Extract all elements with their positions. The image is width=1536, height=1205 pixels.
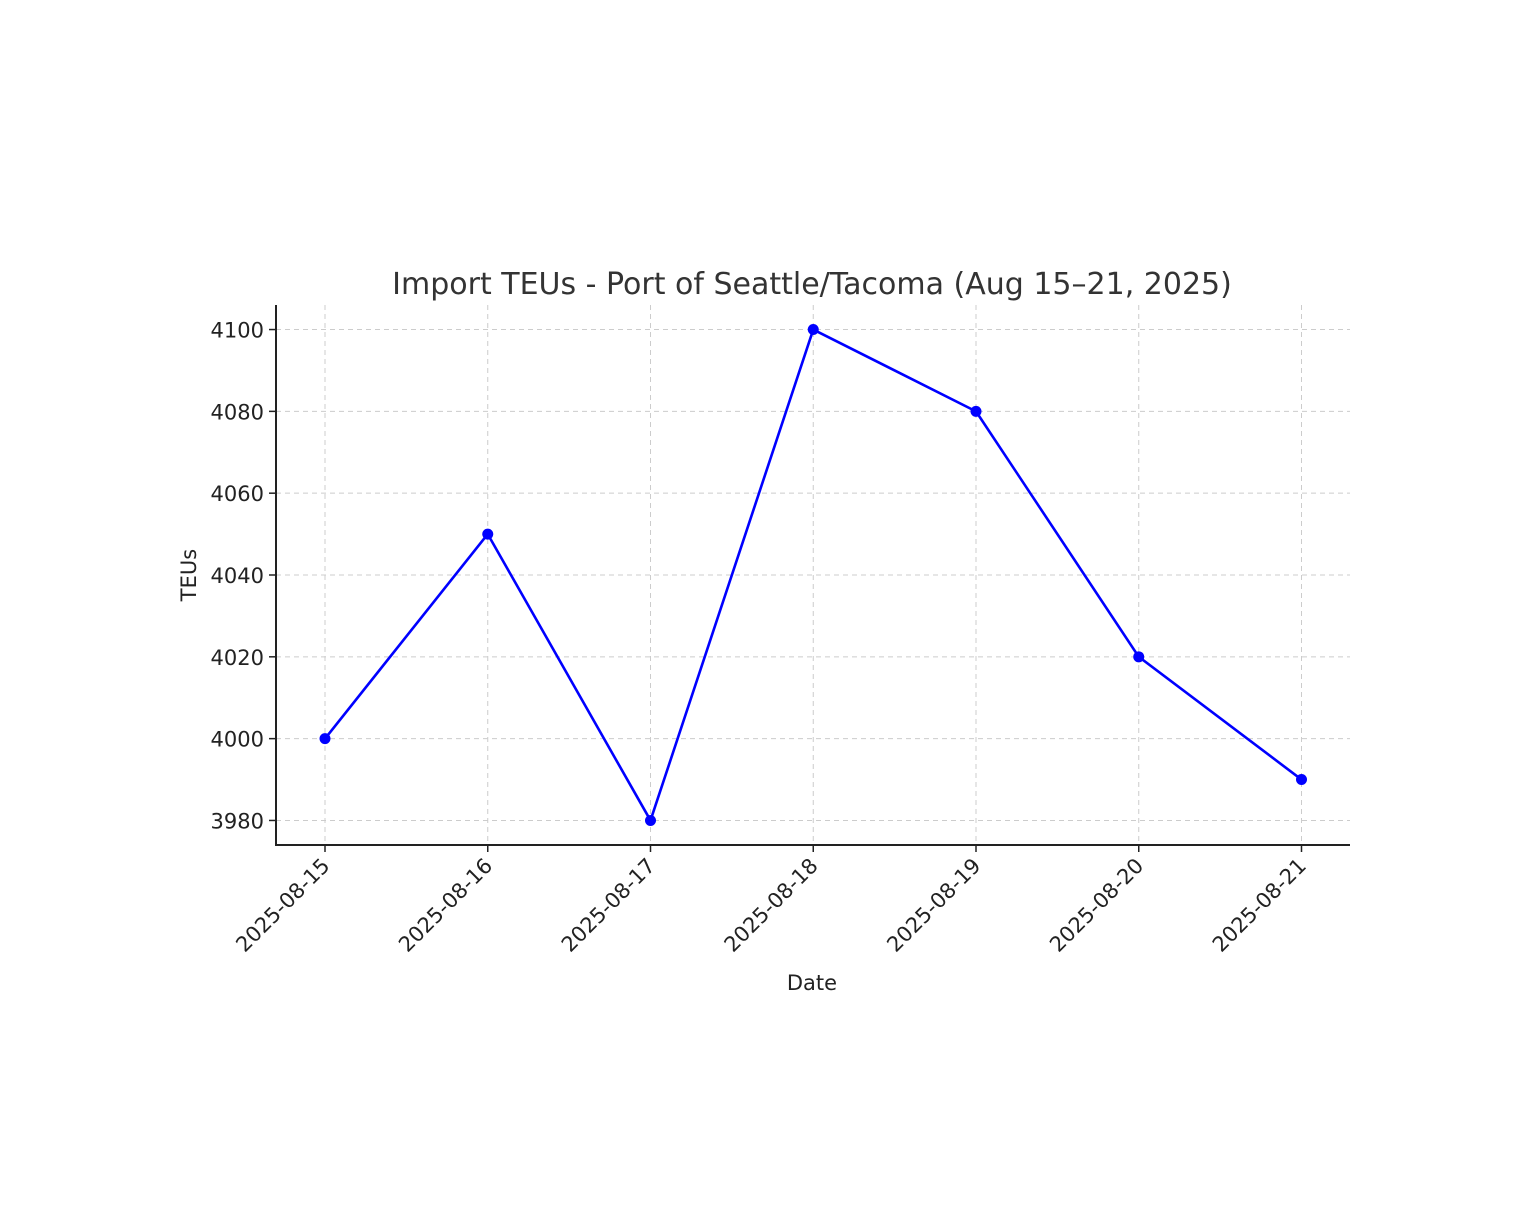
y-tick-label-1: 4000 (211, 728, 264, 752)
data-point-5 (1133, 651, 1145, 663)
y-tick-label-6: 4100 (211, 319, 264, 343)
y-tick-label-2: 4020 (211, 646, 264, 670)
series-layer (319, 324, 1307, 826)
data-point-1 (482, 528, 494, 540)
y-tick-label-5: 4080 (211, 400, 264, 424)
chart-title: Import TEUs - Port of Seattle/Tacoma (Au… (392, 267, 1232, 302)
y-axis-label: TEUs (177, 549, 201, 602)
x-axis-label: Date (787, 971, 837, 995)
data-point-4 (970, 405, 982, 417)
data-point-6 (1296, 774, 1307, 786)
grid-layer (276, 305, 1350, 845)
data-point-0 (319, 733, 331, 745)
data-point-2 (645, 814, 656, 826)
data-point-3 (807, 324, 819, 336)
y-tick-label-4: 4060 (211, 482, 264, 506)
y-tick-label-3: 4040 (211, 564, 264, 588)
y-tick-label-0: 3980 (211, 809, 264, 833)
